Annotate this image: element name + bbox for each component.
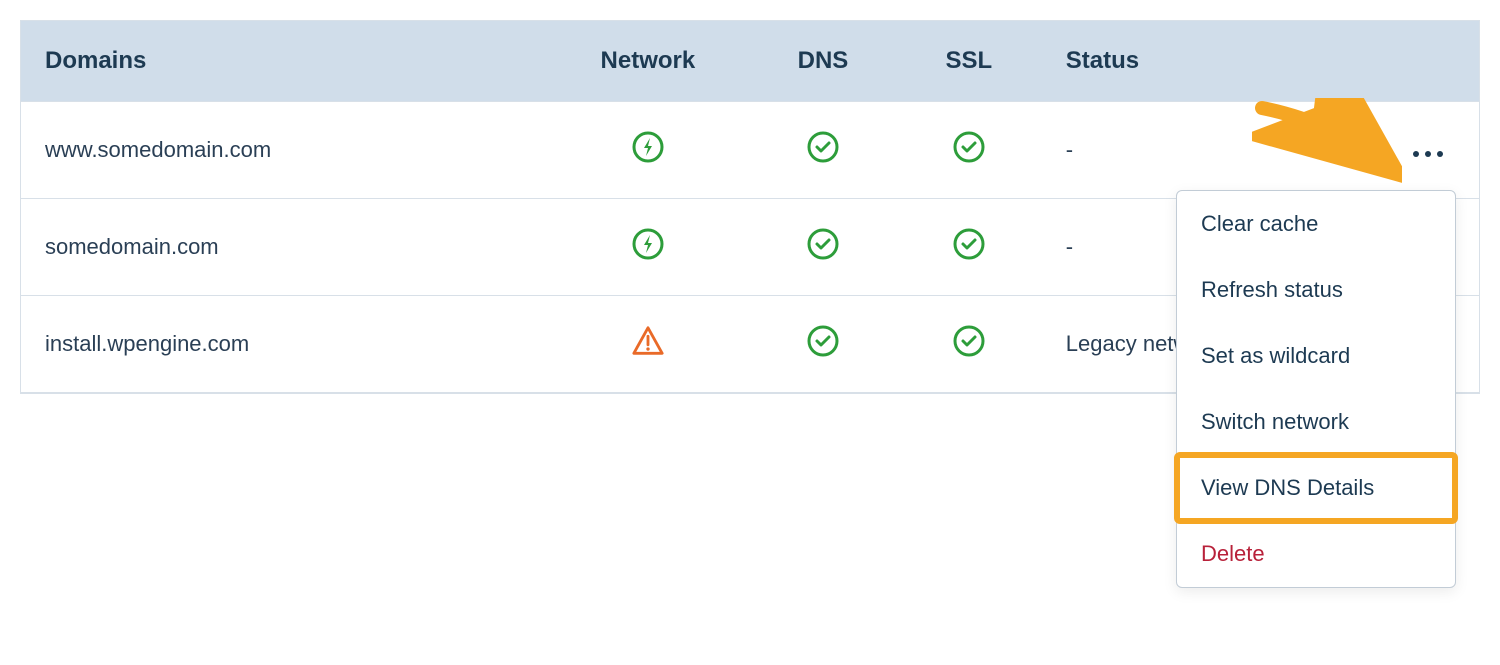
- col-header-domains: Domains: [21, 21, 546, 102]
- cell-dns: [750, 296, 896, 393]
- cell-ssl: [896, 199, 1042, 296]
- row-actions-menu: Clear cacheRefresh statusSet as wildcard…: [1176, 190, 1456, 588]
- domains-table-container: Domains Network DNS SSL Status www.somed…: [20, 20, 1480, 498]
- check-circle-icon: [806, 227, 840, 261]
- bolt-circle-icon: [631, 130, 665, 164]
- cell-ssl: [896, 296, 1042, 393]
- dots-icon: [1425, 151, 1431, 157]
- cell-domain: somedomain.com: [21, 199, 546, 296]
- col-header-status: Status: [1042, 21, 1334, 102]
- menu-item-delete[interactable]: Delete: [1177, 521, 1455, 587]
- bolt-circle-icon: [631, 227, 665, 261]
- menu-item-refresh-status[interactable]: Refresh status: [1177, 257, 1455, 323]
- col-header-network: Network: [546, 21, 750, 102]
- check-circle-icon: [806, 130, 840, 164]
- check-circle-icon: [952, 227, 986, 261]
- cell-domain: www.somedomain.com: [21, 102, 546, 199]
- cell-network: [546, 102, 750, 199]
- check-circle-icon: [952, 130, 986, 164]
- cell-ssl: [896, 102, 1042, 199]
- cell-network: [546, 296, 750, 393]
- dots-icon: [1413, 151, 1419, 157]
- table-row: www.somedomain.com -: [21, 102, 1480, 199]
- row-actions-button[interactable]: [1407, 145, 1449, 163]
- cell-actions: [1334, 102, 1480, 199]
- menu-item-view-dns-details[interactable]: View DNS Details: [1174, 452, 1458, 524]
- cell-network: [546, 199, 750, 296]
- cell-dns: [750, 199, 896, 296]
- warning-triangle-icon: [631, 324, 665, 358]
- menu-item-switch-network[interactable]: Switch network: [1177, 389, 1455, 455]
- table-header: Domains Network DNS SSL Status: [21, 21, 1480, 102]
- check-circle-icon: [952, 324, 986, 358]
- col-header-dns: DNS: [750, 21, 896, 102]
- menu-item-clear-cache[interactable]: Clear cache: [1177, 191, 1455, 257]
- menu-item-set-as-wildcard[interactable]: Set as wildcard: [1177, 323, 1455, 389]
- dots-icon: [1437, 151, 1443, 157]
- col-header-ssl: SSL: [896, 21, 1042, 102]
- col-header-actions: [1334, 21, 1480, 102]
- check-circle-icon: [806, 324, 840, 358]
- cell-domain: install.wpengine.com: [21, 296, 546, 393]
- cell-dns: [750, 102, 896, 199]
- cell-status: -: [1042, 102, 1334, 199]
